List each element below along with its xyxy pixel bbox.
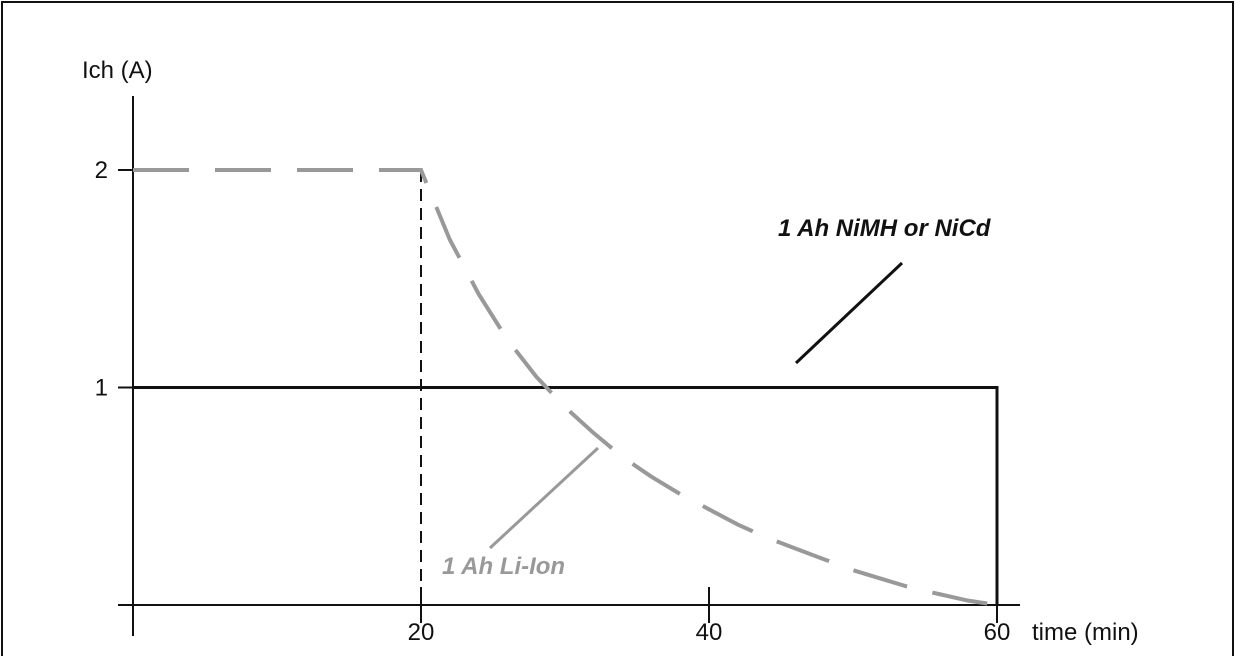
liion-series-label: 1 Ah Li-Ion xyxy=(442,553,565,580)
y-tick-label: 1 xyxy=(95,375,108,402)
x-tick-label: 20 xyxy=(408,619,435,646)
nimh-series-label: 1 Ah NiMH or NiCd xyxy=(778,215,992,242)
series-group xyxy=(133,168,999,607)
liion-series-line xyxy=(133,168,998,607)
x-tick-label: 40 xyxy=(696,619,723,646)
y-axis-label: Ich (A) xyxy=(82,57,153,84)
y-tick-label: 2 xyxy=(95,157,108,184)
axis-ticks: 20 40 60 1 2 xyxy=(95,157,1011,646)
nimh-leader-line xyxy=(794,261,904,365)
nimh-series-line xyxy=(133,386,999,605)
axes xyxy=(118,96,1020,636)
x-tick-label: 60 xyxy=(984,619,1011,646)
x-axis-label: time (min) xyxy=(1032,619,1139,646)
liion-leader-line xyxy=(488,446,600,550)
